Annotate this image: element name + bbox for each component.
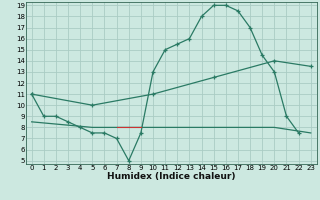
X-axis label: Humidex (Indice chaleur): Humidex (Indice chaleur) [107, 172, 236, 181]
